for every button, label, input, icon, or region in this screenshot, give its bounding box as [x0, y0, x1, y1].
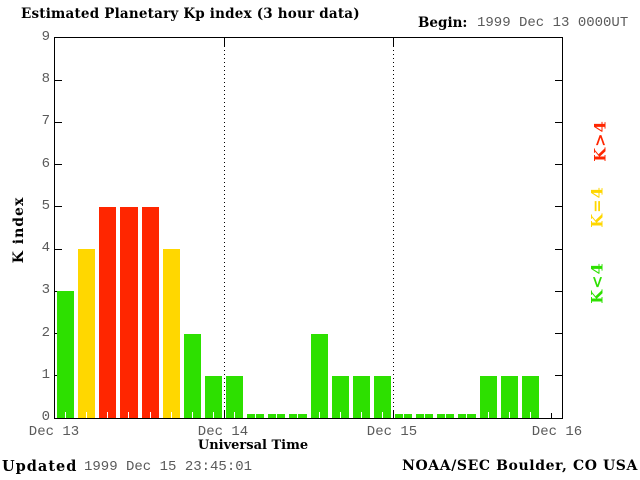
- bar-base-tick: [339, 412, 341, 418]
- day-boundary-gridline: [392, 38, 394, 418]
- y-tick-left: [55, 248, 62, 250]
- bar-base-tick: [466, 412, 468, 418]
- bar-base-tick: [212, 412, 214, 418]
- kp-bar: [204, 375, 222, 418]
- bar-base-tick: [65, 412, 67, 418]
- begin-value: 1999 Dec 13 0000UT: [477, 15, 629, 31]
- slot-tick: [550, 413, 552, 418]
- begin-label: Begin:: [418, 15, 468, 31]
- bar-base-tick: [297, 412, 299, 418]
- y-tick-label: 5: [41, 197, 50, 214]
- y-tick-right: [555, 206, 562, 208]
- bar-base-tick: [170, 412, 172, 418]
- kp-bar: [500, 375, 518, 418]
- kp-bar: [120, 206, 138, 418]
- y-tick-left: [55, 121, 62, 123]
- y-tick-label: 1: [41, 366, 50, 383]
- updated-value: 1999 Dec 15 23:45:01: [84, 459, 253, 475]
- bar-base-tick: [128, 412, 130, 418]
- bar-base-tick: [487, 412, 489, 418]
- bar-base-tick: [107, 412, 109, 418]
- y-tick-left: [55, 164, 62, 166]
- kp-bar: [183, 333, 201, 418]
- plot-area: [54, 37, 563, 419]
- x-axis-label: Universal Time: [197, 438, 309, 453]
- kp-bar: [141, 206, 159, 418]
- y-tick-right: [555, 79, 562, 81]
- kp-bar: [479, 375, 497, 418]
- y-tick-right: [555, 333, 562, 335]
- y-tick-right: [555, 290, 562, 292]
- y-tick-label: 9: [41, 29, 50, 45]
- x-day-label: Dec 13: [28, 424, 80, 440]
- y-tick-label: 6: [41, 155, 50, 172]
- kp-bar: [352, 375, 370, 418]
- kp-bar: [226, 375, 244, 418]
- kp-bar: [521, 375, 539, 418]
- day-boundary-tick-top: [392, 38, 394, 46]
- day-boundary-tick-bottom: [392, 410, 394, 418]
- bar-base-tick: [424, 412, 426, 418]
- bar-base-tick: [445, 412, 447, 418]
- y-tick-right: [555, 375, 562, 377]
- kp-bar: [57, 291, 75, 418]
- bar-base-tick: [86, 412, 88, 418]
- day-boundary-tick-top: [223, 38, 225, 46]
- bar-base-tick: [403, 412, 405, 418]
- y-tick-label: 2: [41, 324, 50, 341]
- bar-base-tick: [508, 412, 510, 418]
- legend-label-lt4: K<4: [587, 262, 607, 304]
- y-tick-label: 7: [41, 113, 50, 130]
- kp-bar: [99, 206, 117, 418]
- x-day-label: Dec 15: [366, 424, 418, 440]
- y-tick-label: 3: [41, 282, 50, 299]
- y-tick-right: [555, 121, 562, 123]
- kp-bar: [78, 249, 96, 418]
- day-boundary-gridline: [223, 38, 225, 418]
- bar-base-tick: [318, 412, 320, 418]
- y-tick-label: 4: [41, 240, 50, 257]
- legend-label-gt4: K>4: [590, 120, 610, 162]
- y-tick-label: 8: [41, 71, 50, 88]
- bar-base-tick: [360, 412, 362, 418]
- y-tick-right: [555, 248, 562, 250]
- bar-base-tick: [191, 412, 193, 418]
- x-day-label: Dec 16: [531, 424, 583, 440]
- bar-base-tick: [234, 412, 236, 418]
- kp-bar: [331, 375, 349, 418]
- bar-base-tick: [149, 412, 151, 418]
- y-axis-label: K index: [11, 196, 27, 264]
- chart-title: Estimated Planetary Kp index (3 hour dat…: [21, 6, 360, 22]
- y-tick-left: [55, 206, 62, 208]
- updated-label: Updated: [2, 458, 78, 475]
- bar-base-tick: [381, 412, 383, 418]
- y-tick-right: [555, 164, 562, 166]
- kp-bar: [373, 375, 391, 418]
- noaa-credit: NOAA/SEC Boulder, CO USA: [402, 458, 638, 474]
- bar-base-tick: [276, 412, 278, 418]
- bar-base-tick: [255, 412, 257, 418]
- y-tick-left: [55, 290, 62, 292]
- legend-label-eq4: K=4: [587, 186, 607, 228]
- kp-bar: [310, 333, 328, 418]
- y-tick-left: [55, 79, 62, 81]
- day-boundary-tick-bottom: [223, 410, 225, 418]
- y-tick-label: 0: [41, 409, 50, 425]
- x-day-label: Dec 14: [197, 424, 249, 440]
- bar-base-tick: [529, 412, 531, 418]
- kp-bar: [162, 249, 180, 418]
